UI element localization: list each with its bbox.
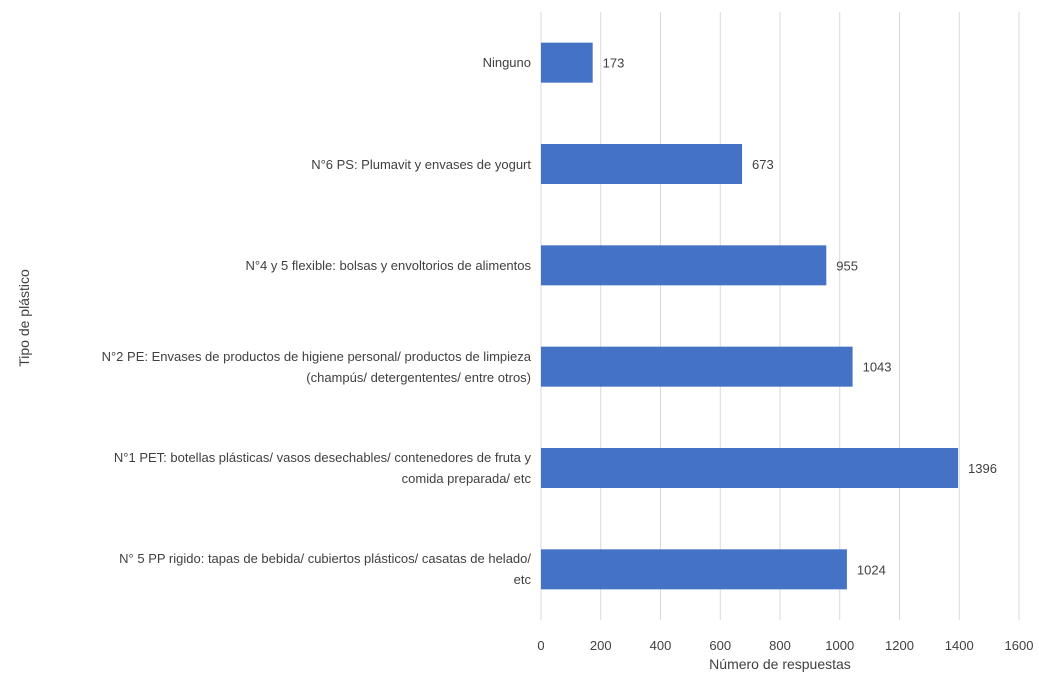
bar-value-label: 1043	[863, 360, 892, 375]
x-tick-label: 400	[650, 638, 672, 653]
bar	[541, 346, 853, 387]
x-tick-label: 1600	[1005, 638, 1034, 653]
y-category-label: N°4 y 5 flexible: bolsas y envoltorios d…	[11, 255, 531, 276]
bar	[541, 448, 959, 488]
bars	[541, 42, 959, 590]
x-axis-title: Número de respuestas	[709, 656, 851, 672]
y-category-label-line: N°2 PE: Envases de productos de higiene …	[101, 348, 531, 364]
bar	[541, 144, 743, 184]
y-category-label-line: etc	[513, 572, 531, 588]
x-tick-label: 600	[709, 638, 731, 653]
y-category-label: N° 5 PP rigido: tapas de bebida/ cubiert…	[11, 548, 531, 590]
y-category-label: N°6 PS: Plumavit y envases de yogurt	[11, 154, 531, 175]
bar	[541, 549, 847, 590]
data-labels: 173 673 955 1043 1396 1024	[603, 56, 997, 578]
x-tick-label: 1200	[885, 638, 914, 653]
bar-value-label: 1024	[857, 562, 886, 577]
x-tick-label: 1400	[945, 638, 974, 653]
y-category-label: Ninguno	[11, 52, 531, 73]
bar-value-label: 1396	[968, 461, 997, 476]
x-axis-ticks: 0 200 400 600 800 1000 1200 1400 1600	[537, 638, 1033, 653]
gridlines	[540, 12, 1020, 620]
x-tick-label: 200	[590, 638, 612, 653]
y-category-label-line: N° 5 PP rigido: tapas de bebida/ cubiert…	[119, 551, 531, 567]
y-category-label: N°2 PE: Envases de productos de higiene …	[11, 346, 531, 388]
bar	[541, 245, 827, 286]
y-axis-title: Tipo de plástico	[16, 269, 32, 367]
x-tick-label: 800	[769, 638, 791, 653]
bar	[541, 42, 593, 83]
y-category-label-line: (champús/ detergententes/ entre otros)	[306, 369, 531, 385]
y-category-label-line: N°1 PET: botellas plásticas/ vasos desec…	[113, 450, 531, 465]
y-category-label-line: comida preparada/ etc	[401, 471, 531, 486]
y-category-label-line: Ninguno	[482, 55, 531, 71]
y-category-label: N°1 PET: botellas plásticas/ vasos desec…	[11, 447, 531, 489]
y-category-label-line: N°6 PS: Plumavit y envases de yogurt	[311, 156, 531, 172]
x-tick-label: 0	[537, 638, 544, 653]
y-category-label-line: N°4 y 5 flexible: bolsas y envoltorios d…	[245, 257, 531, 273]
bar-value-label: 173	[603, 56, 625, 71]
bar-value-label: 955	[836, 258, 858, 273]
bar-value-label: 673	[752, 157, 774, 172]
x-tick-label: 1000	[825, 638, 854, 653]
